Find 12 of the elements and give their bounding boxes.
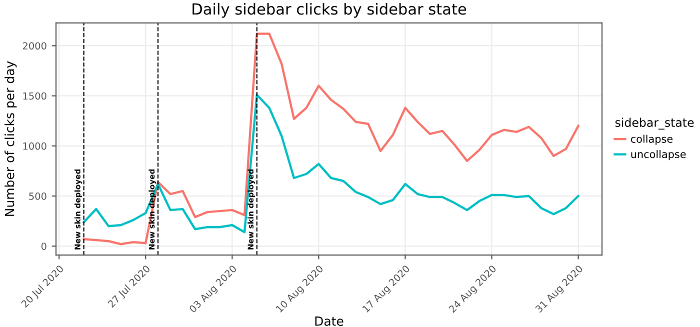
- line-series: [82, 94, 580, 234]
- y-axis-title: Number of clicks per day: [4, 61, 17, 216]
- y-tick-label: 0: [41, 242, 46, 250]
- y-tick-label: 500: [29, 192, 46, 200]
- y-tick-label: 2000: [22, 42, 46, 50]
- y-tick-label: 1000: [23, 142, 46, 150]
- x-axis-title: Date: [315, 316, 344, 326]
- legend-label: collapse: [630, 134, 673, 145]
- legend-title: sidebar_state: [615, 118, 694, 130]
- chart-title: Daily sidebar clicks by sidebar state: [192, 2, 466, 18]
- y-tick-label: 1500: [23, 92, 46, 100]
- legend-label: uncollapse: [631, 150, 686, 160]
